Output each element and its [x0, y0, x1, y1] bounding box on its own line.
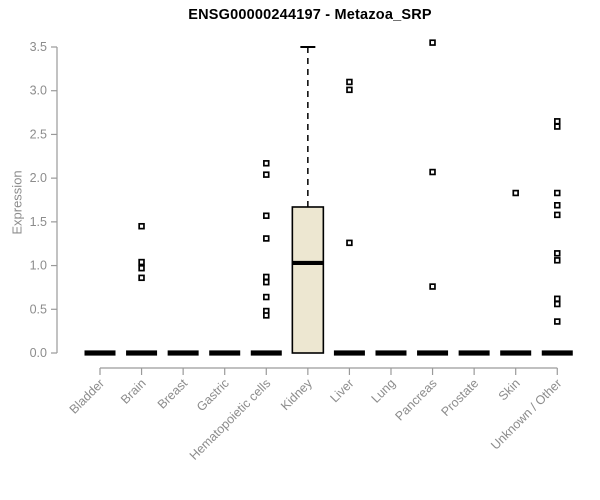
zero-bar	[126, 350, 158, 356]
outlier-point	[263, 160, 270, 167]
x-tick-label: Kidney	[278, 376, 315, 413]
box-gastric	[209, 350, 241, 356]
outlier-point	[263, 312, 270, 319]
outlier-point	[263, 212, 270, 219]
box-breast	[167, 350, 199, 356]
zero-bar	[333, 350, 365, 356]
outlier-point	[263, 235, 270, 242]
x-tick-label: Hematopoietic cells	[187, 376, 274, 463]
outlier-point	[346, 239, 353, 247]
zero-bar	[167, 350, 199, 356]
box-lung	[375, 350, 407, 356]
outlier-point	[554, 250, 561, 257]
outlier-point	[138, 222, 145, 230]
outlier-point	[263, 278, 270, 286]
box-pancreas	[417, 39, 449, 356]
box-unknown-other	[541, 118, 573, 356]
x-tick-label: Gastric	[194, 376, 232, 414]
y-tick-label: 0.5	[30, 302, 47, 316]
x-tick-label: Skin	[496, 376, 523, 403]
x-tick-label: Pancreas	[392, 376, 439, 423]
x-tick-label: Bladder	[67, 376, 107, 416]
outlier-point	[263, 171, 270, 178]
chart-title: ENSG00000244197 - Metazoa_SRP	[188, 7, 432, 23]
x-tick-label: Unknown / Other	[488, 376, 564, 452]
y-tick-label: 3.0	[30, 84, 47, 98]
outlier-point	[429, 39, 436, 46]
box-brain	[126, 222, 158, 356]
y-axis: 0.0 0.5 1.0 1.5 2.0 2.5 3.0 3.5	[30, 40, 58, 360]
y-tick-label: 3.5	[30, 40, 47, 54]
zero-bar	[500, 350, 532, 356]
outlier-point	[554, 211, 561, 219]
x-tick-label: Lung	[369, 376, 399, 406]
outlier-point	[346, 86, 353, 94]
box-liver	[333, 78, 365, 356]
outlier-point	[138, 274, 145, 282]
zero-bar	[375, 350, 407, 356]
zero-bar	[417, 350, 449, 356]
y-tick-label: 2.0	[30, 171, 47, 185]
box-prostate	[458, 350, 490, 356]
zero-bar	[209, 350, 241, 356]
y-tick-label: 0.0	[30, 346, 47, 360]
outlier-point	[263, 293, 270, 301]
x-tick-label: Prostate	[438, 376, 481, 419]
y-tick-label: 1.5	[30, 215, 47, 229]
outlier-point	[554, 118, 561, 125]
x-tick-label: Liver	[327, 376, 356, 405]
x-tick-label: Brain	[118, 376, 149, 407]
outlier-point	[512, 189, 519, 197]
box-skin	[500, 189, 532, 356]
box-rect	[291, 206, 325, 354]
zero-bar	[250, 350, 282, 356]
outlier-point	[554, 189, 561, 197]
y-tick-label: 1.0	[30, 259, 47, 273]
outlier-point	[554, 257, 561, 264]
zero-bar	[84, 350, 116, 356]
outlier-point	[554, 295, 561, 303]
zero-bar	[541, 350, 573, 356]
outlier-point	[554, 201, 561, 209]
outlier-point	[554, 123, 561, 130]
zero-bar	[458, 350, 490, 356]
x-tick-label: Breast	[155, 376, 191, 412]
outlier-point	[263, 273, 270, 281]
outlier-point	[554, 318, 561, 325]
y-tick-label: 2.5	[30, 127, 47, 141]
outlier-point	[554, 300, 561, 308]
outlier-point	[346, 78, 353, 86]
outlier-point	[138, 264, 145, 272]
outlier-point	[429, 283, 436, 290]
box-kidney	[291, 46, 325, 354]
outlier-point	[429, 168, 436, 176]
box-hematopoietic-cells	[250, 160, 282, 356]
box-bladder	[84, 350, 116, 356]
outlier-point	[138, 258, 145, 266]
